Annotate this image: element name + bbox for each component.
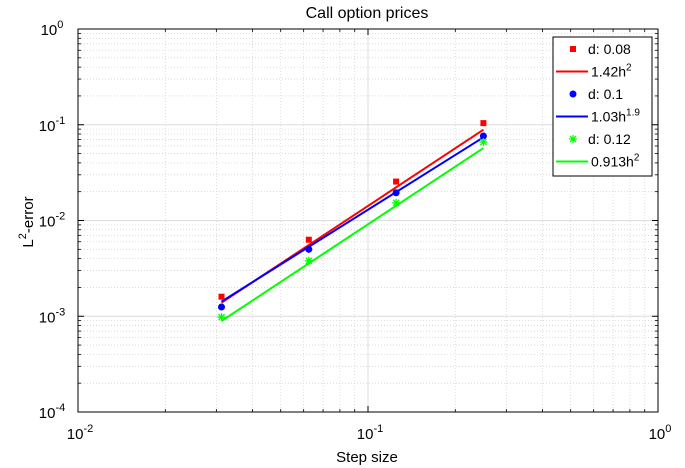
data-point — [305, 245, 313, 253]
legend-marker — [569, 90, 577, 98]
legend-entry: d: 0.08 — [570, 41, 631, 57]
data-point — [304, 256, 313, 265]
data-point — [479, 132, 487, 140]
y-tick-label: 10-4 — [39, 402, 65, 422]
legend-entry: 1.03h1.9 — [556, 108, 640, 125]
legend-entry: d: 0.1 — [569, 86, 623, 102]
data-point — [392, 189, 400, 197]
legend: d: 0.08 1.42h2 d: 0.1 1.03h1.9 d: 0.12 0.913h… — [552, 36, 653, 177]
y-tick-label: 10-1 — [39, 115, 65, 135]
x-axis-label: Step size — [336, 449, 398, 466]
legend-label: d: 0.1 — [588, 86, 623, 102]
plot-series — [217, 120, 488, 322]
legend-entry: 1.42h2 — [556, 63, 632, 80]
y-axis-label: L2-error — [17, 196, 37, 247]
legend-entry: d: 0.12 — [569, 131, 631, 147]
data-point — [393, 178, 400, 185]
data-point — [305, 236, 312, 243]
legend-marker — [570, 46, 576, 52]
axes: 10-2 10-1 100 10-4 10-3 10-2 10-1 100 — [39, 19, 672, 443]
fit-line-5 — [220, 147, 484, 322]
y-tick-label: 10-2 — [39, 211, 65, 231]
legend-label: 0.913h2 — [591, 153, 640, 170]
legend-label: d: 0.08 — [588, 41, 631, 57]
chart-title: Call option prices — [306, 5, 429, 22]
y-tick-label: 100 — [41, 19, 64, 39]
x-tick-label: 100 — [649, 423, 672, 443]
legend-label: 1.03h1.9 — [591, 108, 640, 125]
legend-marker — [569, 135, 577, 143]
data-point — [480, 120, 487, 127]
data-point — [217, 313, 226, 322]
data-point — [392, 198, 401, 207]
legend-label: 1.42h2 — [591, 63, 632, 80]
legend-label: d: 0.12 — [588, 131, 631, 147]
data-point — [479, 138, 488, 147]
x-tick-label: 10-2 — [67, 423, 93, 443]
legend-box — [552, 36, 653, 177]
x-tick-label: 10-1 — [357, 423, 383, 443]
data-point — [218, 293, 225, 300]
y-tick-label: 10-3 — [39, 306, 65, 326]
legend-entry: 0.913h2 — [556, 153, 640, 170]
fit-line-3 — [220, 136, 484, 303]
data-point — [218, 303, 226, 311]
